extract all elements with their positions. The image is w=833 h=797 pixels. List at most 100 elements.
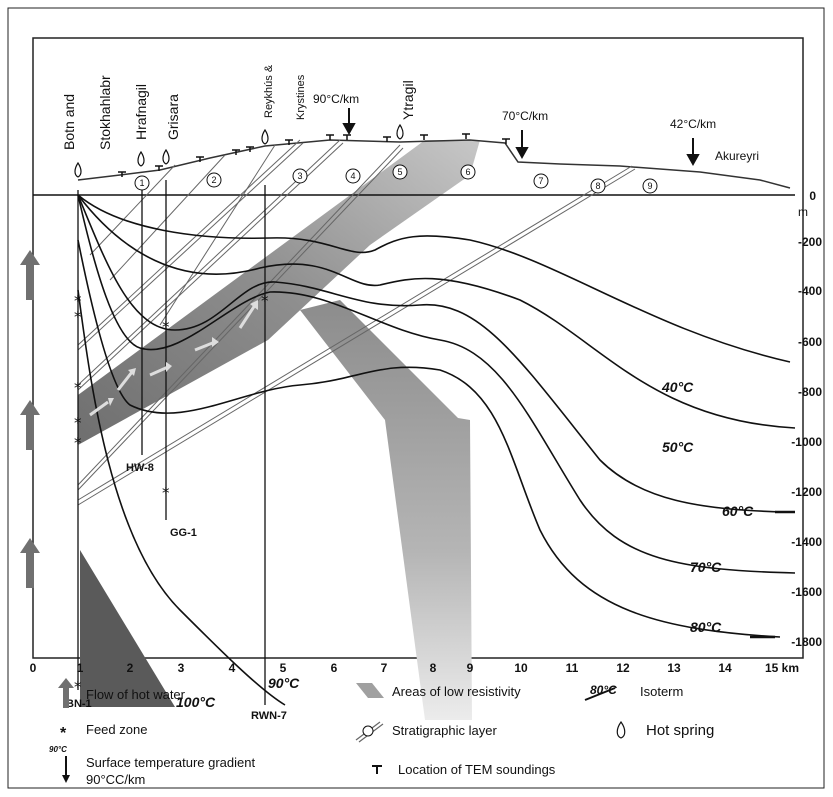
dist-tick-1: 1 — [77, 661, 84, 675]
outer-frame — [7, 7, 825, 789]
legend-hot-spring-icon — [616, 720, 626, 739]
legend-surface-gradient-2: 90°CC/km — [86, 772, 145, 787]
depth-tick-1200: -1200 — [791, 485, 822, 499]
legend-flow-icon — [58, 678, 74, 708]
layer-8: 8 — [595, 181, 600, 191]
label-ytragil: Ytragil — [400, 80, 416, 120]
layer-3: 3 — [297, 171, 302, 181]
label-t50: 50°C — [662, 439, 694, 455]
band-flow-arrowheads — [108, 300, 258, 406]
tem-soundings — [118, 133, 510, 177]
legend-isoterm-symbol: 80°C — [590, 683, 617, 697]
top-labels: Botn and Stokhahlabr Hrafnagil Grisara R… — [61, 64, 759, 163]
label-rwn7: RWN-7 — [251, 710, 287, 722]
label-reykhus: Reykhús & — [263, 64, 275, 118]
label-hw8: HW-8 — [126, 462, 154, 474]
wells — [77, 180, 266, 705]
svg-text:*: * — [162, 318, 170, 336]
well-labels: HW-8 GG-1 BN-1 RWN-7 — [66, 462, 287, 722]
legend-strat-circle — [362, 725, 374, 737]
depth-tick-0: 0 — [809, 189, 816, 203]
feed-zones: ** *** * ** * — [74, 292, 269, 696]
dist-tick-6: 6 — [331, 661, 338, 675]
legend-feed-icon: * — [60, 725, 67, 742]
legend-lowres: Areas of low resistivity — [392, 684, 521, 699]
isotherm-90 — [77, 289, 286, 706]
legend-hot-spring: Hot spring — [646, 722, 714, 739]
label-t80: 80°C — [690, 619, 722, 635]
label-g90: 90°C/km — [313, 92, 359, 106]
low-resistivity-lobe — [300, 300, 472, 720]
left-flow-arrows — [20, 250, 40, 588]
legend-isoterm: Isoterm — [640, 684, 683, 699]
label-t100: 100°C — [176, 694, 216, 710]
depth-tick-1600: -1600 — [791, 585, 822, 599]
depth-tick-200: -200 — [798, 235, 822, 249]
label-botn: Botn and — [61, 94, 77, 150]
label-t70: 70°C — [690, 559, 722, 575]
legend-strat: Stratigraphic layer — [392, 723, 497, 738]
depth-axis: 0 m -200 -400 -600 -800 -1000 -1200 -140… — [791, 189, 822, 649]
svg-text:*: * — [74, 434, 82, 452]
svg-text:*: * — [74, 414, 82, 432]
layer-1: 1 — [139, 178, 144, 188]
legend-lowres-icon — [356, 683, 384, 698]
dist-tick-2: 2 — [127, 661, 134, 675]
legend-flow: Flow of hot water — [86, 687, 186, 702]
isotherm-70 — [77, 194, 796, 574]
band-flow-arrows — [89, 304, 257, 417]
layer-circles — [134, 164, 658, 194]
label-t40: 40°C — [661, 379, 694, 395]
svg-text:*: * — [74, 308, 82, 326]
legend-surface-gradient-1: Surface temperature gradient — [86, 755, 255, 770]
isotherms — [77, 194, 796, 706]
isotherm-50 — [77, 194, 796, 429]
gradient-labels: 90°C/km 70°C/km 42°C/km — [313, 92, 716, 131]
legend-gradient-symbol: 90°C — [49, 745, 67, 754]
layer-7: 7 — [538, 176, 543, 186]
dist-tick-9: 9 — [467, 661, 474, 675]
hot-zone — [80, 550, 175, 707]
depth-unit: m — [798, 205, 808, 219]
topography-line — [77, 139, 791, 189]
isotherm-labels: 40°C 50°C 60°C 70°C 80°C 90°C 100°C — [176, 379, 754, 710]
label-grisara: Grisara — [165, 94, 181, 140]
label-t60: 60°C — [722, 503, 754, 519]
dist-tick-11: 11 — [566, 661, 579, 675]
svg-text:*: * — [74, 678, 82, 696]
dist-tick-12: 12 — [616, 661, 630, 675]
label-t90: 90°C — [268, 675, 300, 691]
dist-tick-15: 15 km — [765, 661, 799, 675]
dist-tick-10: 10 — [514, 661, 528, 675]
layer-4: 4 — [350, 171, 355, 181]
dist-tick-8: 8 — [430, 661, 437, 675]
layer-numbers: 1 2 3 4 5 6 7 8 9 — [139, 167, 652, 191]
depth-tick-1000: -1000 — [791, 435, 822, 449]
label-g70: 70°C/km — [502, 109, 548, 123]
label-g42: 42°C/km — [670, 117, 716, 131]
dist-tick-3: 3 — [178, 661, 185, 675]
label-hrafnagil: Hrafnagil — [133, 84, 149, 140]
layer-9: 9 — [647, 181, 652, 191]
label-akureyri: Akureyri — [715, 149, 759, 163]
depth-tick-400: -400 — [798, 284, 822, 298]
svg-text:*: * — [261, 292, 269, 310]
layer-5: 5 — [397, 167, 402, 177]
dist-tick-5: 5 — [280, 661, 287, 675]
layer-6: 6 — [465, 167, 470, 177]
isotherm-80 — [77, 239, 781, 638]
hot-springs — [74, 123, 404, 178]
legend-isoterm-line — [584, 687, 616, 701]
dist-tick-0: 0 — [30, 661, 37, 675]
svg-text:*: * — [162, 484, 170, 502]
legend-feed: Feed zone — [86, 722, 147, 737]
dist-tick-13: 13 — [667, 661, 681, 675]
dist-tick-7: 7 — [381, 661, 388, 675]
depth-tick-1400: -1400 — [791, 535, 822, 549]
label-krystines: Krystines — [295, 74, 307, 120]
dist-tick-4: 4 — [229, 661, 236, 675]
legend-tem-icon — [372, 765, 382, 774]
gradient-arrows — [342, 108, 700, 167]
